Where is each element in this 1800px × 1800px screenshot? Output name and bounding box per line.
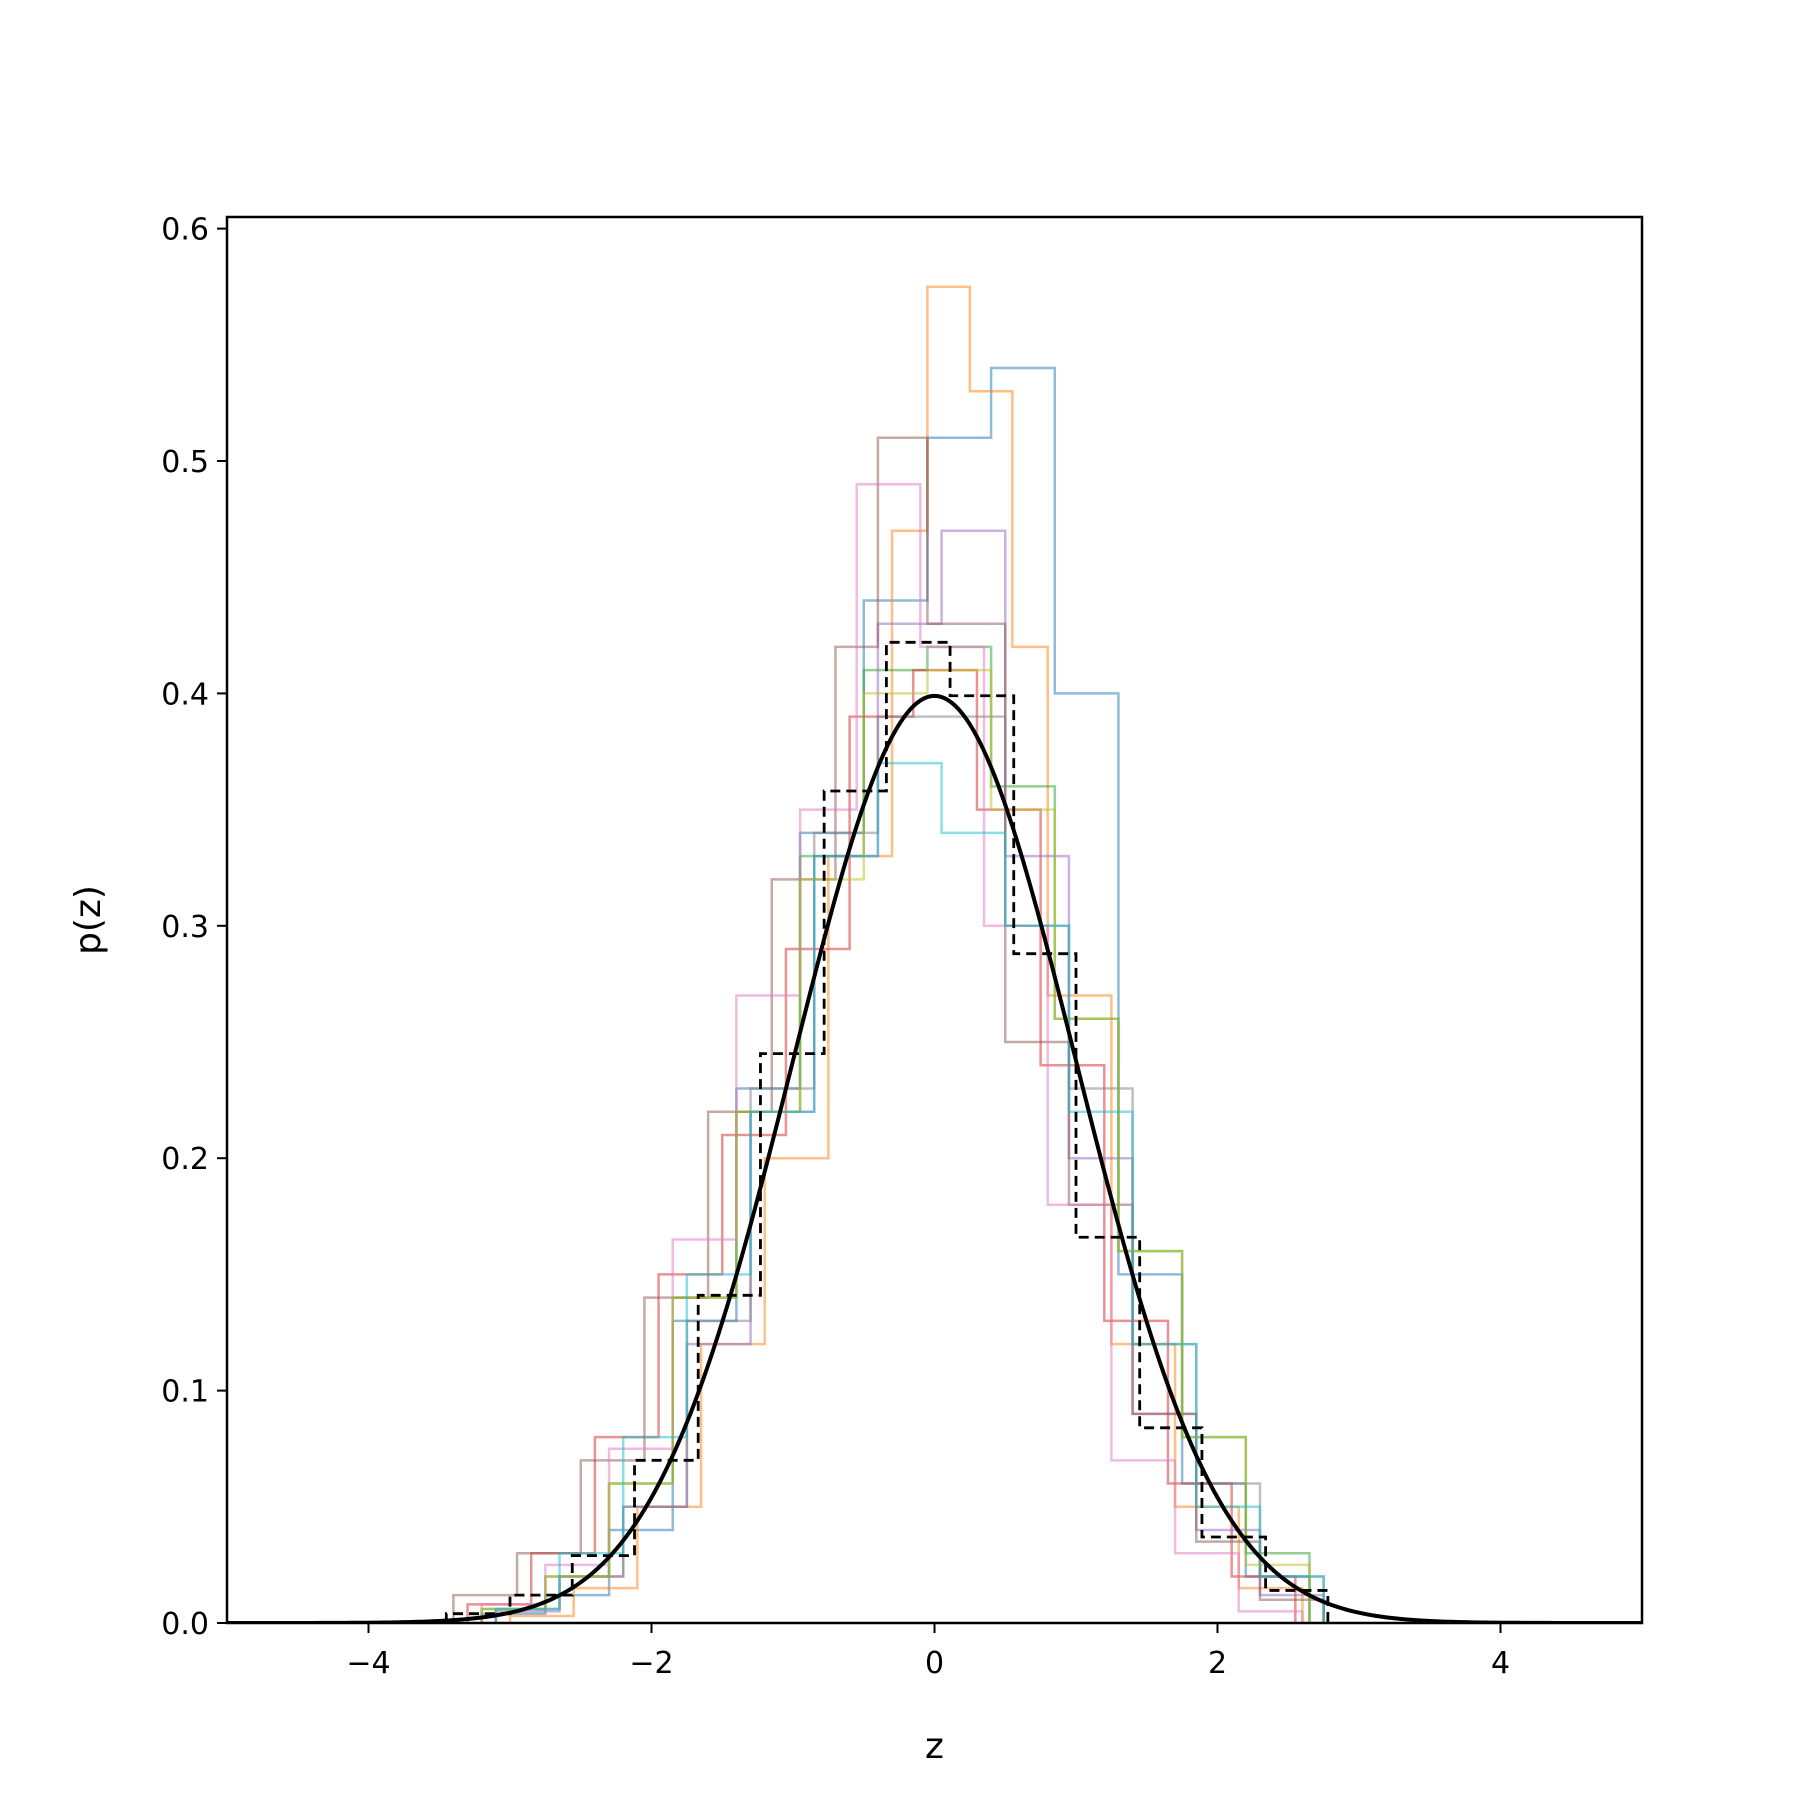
x-tick-label: 2 (1208, 1646, 1227, 1681)
dashed-histogram (444, 640, 1330, 1623)
dashed-histogram-outline (444, 640, 1330, 1623)
normal-pdf-curve (227, 693, 1642, 1623)
y-tick-label: 0.4 (161, 677, 209, 712)
x-axis-ticks: −4 −2 0 2 4 (346, 1623, 1510, 1681)
y-tick-label: 0.5 (161, 445, 209, 480)
x-tick-label: −2 (629, 1646, 673, 1681)
x-tick-label: 0 (925, 1646, 944, 1681)
x-tick-label: 4 (1491, 1646, 1510, 1681)
x-axis-label: z (925, 1726, 944, 1767)
y-tick-label: 0.0 (161, 1607, 209, 1642)
sample-histogram-10 (494, 761, 1325, 1623)
y-tick-label: 0.3 (161, 910, 209, 945)
y-tick-label: 0.2 (161, 1142, 209, 1177)
y-tick-label: 0.1 (161, 1375, 209, 1410)
y-tick-label: 0.6 (161, 213, 209, 248)
normal-pdf-line (227, 693, 1642, 1623)
x-tick-label: −4 (346, 1646, 390, 1681)
y-axis-ticks: 0.0 0.1 0.2 0.3 0.4 0.5 0.6 (161, 213, 227, 1642)
y-axis-label: p(z) (68, 885, 109, 955)
